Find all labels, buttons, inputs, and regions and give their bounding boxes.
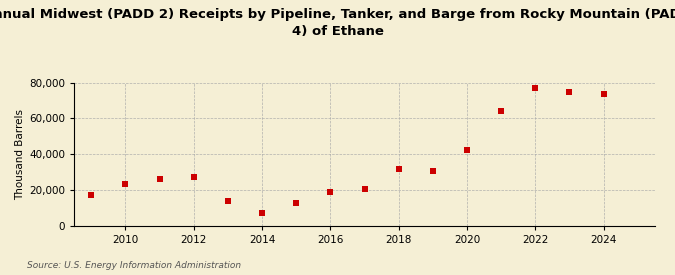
Point xyxy=(291,201,302,205)
Text: Annual Midwest (PADD 2) Receipts by Pipeline, Tanker, and Barge from Rocky Mount: Annual Midwest (PADD 2) Receipts by Pipe… xyxy=(0,8,675,38)
Point xyxy=(223,199,234,204)
Point xyxy=(427,169,438,173)
Point xyxy=(188,175,199,180)
Point xyxy=(359,187,370,191)
Text: Source: U.S. Energy Information Administration: Source: U.S. Energy Information Administ… xyxy=(27,260,241,270)
Point xyxy=(120,182,131,186)
Point xyxy=(564,90,575,95)
Point xyxy=(325,189,335,194)
Point xyxy=(394,167,404,171)
Point xyxy=(530,86,541,90)
Point xyxy=(495,109,506,113)
Point xyxy=(86,193,97,197)
Point xyxy=(598,92,609,96)
Point xyxy=(462,148,472,153)
Y-axis label: Thousand Barrels: Thousand Barrels xyxy=(15,109,25,199)
Point xyxy=(256,211,267,215)
Point xyxy=(154,177,165,181)
